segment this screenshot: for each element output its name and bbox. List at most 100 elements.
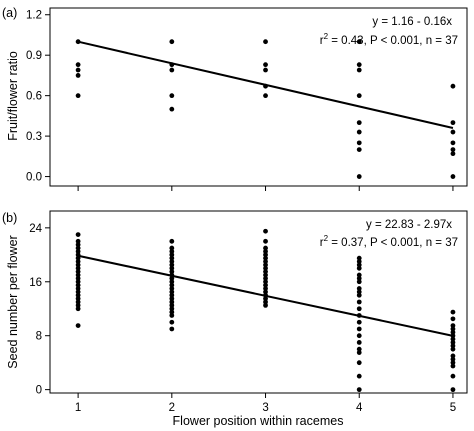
- panel-b-data-point: [263, 276, 268, 281]
- panel-b-data-point: [169, 238, 175, 244]
- panel-a-data-point: [450, 151, 456, 157]
- panel-b-data-point: [356, 346, 362, 352]
- panel-b-data-point: [169, 259, 175, 264]
- panel-a-data-point: [356, 147, 362, 152]
- panel-b-data-point: [169, 306, 175, 312]
- panel-b-data-point: [75, 286, 81, 291]
- panel-b-data-point: [356, 350, 362, 355]
- x-axis-title: Flower position within racemes: [173, 414, 344, 428]
- panel-b-data-point: [450, 336, 456, 342]
- panel-b-data-point: [450, 340, 456, 345]
- panel-b-data-point: [356, 387, 362, 393]
- panel-a-data-point: [450, 129, 456, 135]
- panel-a-equation: y = 1.16 - 0.16x: [372, 16, 452, 28]
- panel-b-data-point: [263, 255, 268, 261]
- panel-b-data-point: [169, 255, 175, 261]
- panel-b-data-point: [263, 269, 268, 275]
- panel-a-data-point: [356, 174, 362, 179]
- panel-a-data-point: [450, 174, 456, 179]
- panel-a-data-point: [75, 62, 81, 68]
- panel-b-data-point: [75, 289, 81, 295]
- panel-b-data-point: [169, 302, 175, 308]
- panel-b-data-point: [263, 296, 268, 302]
- panel-b-data-point: [263, 245, 268, 251]
- panel-b-x-ticks: 1 2 3 4 5: [75, 393, 456, 414]
- panel-b-data-point: [356, 340, 362, 345]
- panel-b-data-point: [263, 279, 268, 285]
- panel-b-x-tick-label: 5: [450, 402, 456, 414]
- panel-b-data-point: [75, 279, 81, 285]
- panel-a-data-point: [75, 93, 81, 99]
- panel-a-y-axis-title: Fruit/flower ratio: [6, 51, 20, 141]
- panel-b-data-point: [450, 353, 456, 359]
- panel-a: (a) Fruit/flower ratio 0.0 0.3 0.6 0.9 1.2 y…: [2, 6, 468, 191]
- panel-a-data-point: [450, 147, 456, 152]
- panel-b-data-point: [263, 302, 268, 308]
- panel-a-frame: [49, 7, 468, 187]
- panel-b-data-point: [169, 292, 175, 298]
- panel-b-stats-sup: 2: [324, 234, 329, 243]
- panel-b-data-point: [75, 249, 81, 254]
- panel-a-data-point: [263, 67, 268, 73]
- panel-a-regression-line: [77, 40, 454, 129]
- panel-b-data-point: [75, 269, 81, 275]
- panel-b-data-point: [356, 276, 362, 281]
- panel-a-data-point: [263, 39, 268, 45]
- panel-b-data-point: [75, 238, 81, 244]
- panel-b-data-point: [450, 326, 456, 332]
- panel-b-data-point: [263, 252, 268, 258]
- panel-b-data-point: [75, 306, 81, 312]
- panel-b-data-point: [169, 276, 175, 281]
- panel-b-frame: [49, 210, 468, 394]
- panel-b-data-point: [75, 276, 81, 281]
- panel-b-data-point: [75, 232, 81, 237]
- panel-a-stats-rest: = 0.43, P < 0.001, n = 37: [328, 35, 458, 47]
- panel-b-data-point: [75, 272, 81, 278]
- panel-a-y-tick-label: 1.2: [26, 10, 42, 22]
- panel-a-x-ticks: [77, 186, 454, 191]
- panel-b-data-point: [169, 252, 175, 258]
- panel-b-stats: r2 = 0.37, P < 0.001, n = 37: [320, 234, 458, 249]
- panel-b-data-point: [356, 292, 362, 298]
- panel-b-data-point: [356, 373, 362, 379]
- panel-b-data-point: [169, 313, 175, 318]
- panel-b-data-point: [169, 249, 175, 254]
- panel-b-data-point: [356, 289, 362, 295]
- panel-a-data-point: [356, 39, 362, 45]
- panel-b-data-point: [169, 319, 175, 325]
- panel-b-points: [75, 228, 456, 393]
- panel-b-stats-rest: = 0.37, P < 0.001, n = 37: [328, 237, 458, 249]
- panel-b-data-point: [169, 269, 175, 275]
- panel-a-data-point: [450, 83, 456, 89]
- panel-b-data-point: [450, 360, 456, 366]
- panel-b-data-point: [450, 323, 456, 328]
- panel-b-data-point: [75, 265, 81, 271]
- panel-b-data-point: [356, 286, 362, 291]
- panel-a-data-point: [169, 67, 175, 73]
- panel-b-data-point: [356, 299, 362, 305]
- panel-b-data-point: [263, 238, 268, 244]
- panel-b-data-point: [75, 245, 81, 251]
- panel-b-data-point: [75, 262, 81, 268]
- panel-b-x-tick-label: 2: [169, 402, 175, 414]
- panel-b-data-point: [169, 265, 175, 271]
- panel-b-data-point: [263, 259, 268, 264]
- panel-b-y-tick-label: 24: [29, 223, 42, 235]
- panel-b-equation: y = 22.83 - 2.97x: [366, 219, 452, 231]
- panel-a-data-point: [356, 120, 362, 126]
- panel-b-y-tick-label: 16: [29, 277, 42, 289]
- panel-b-data-point: [169, 309, 175, 315]
- panel-b-data-point: [356, 333, 362, 339]
- panel-b-y-tick-label: 0: [36, 385, 42, 397]
- panel-b-data-point: [169, 282, 175, 288]
- panel-b-data-point: [356, 265, 362, 271]
- panel-b-data-point: [75, 292, 81, 298]
- panel-b-data-point: [75, 242, 81, 248]
- panel-b-data-point: [356, 360, 362, 366]
- panel-a-regression: [77, 40, 454, 129]
- panel-a-data-point: [263, 62, 268, 68]
- panel-b-data-point: [169, 326, 175, 332]
- panel-b-data-point: [263, 265, 268, 271]
- panel-b-data-point: [263, 299, 268, 305]
